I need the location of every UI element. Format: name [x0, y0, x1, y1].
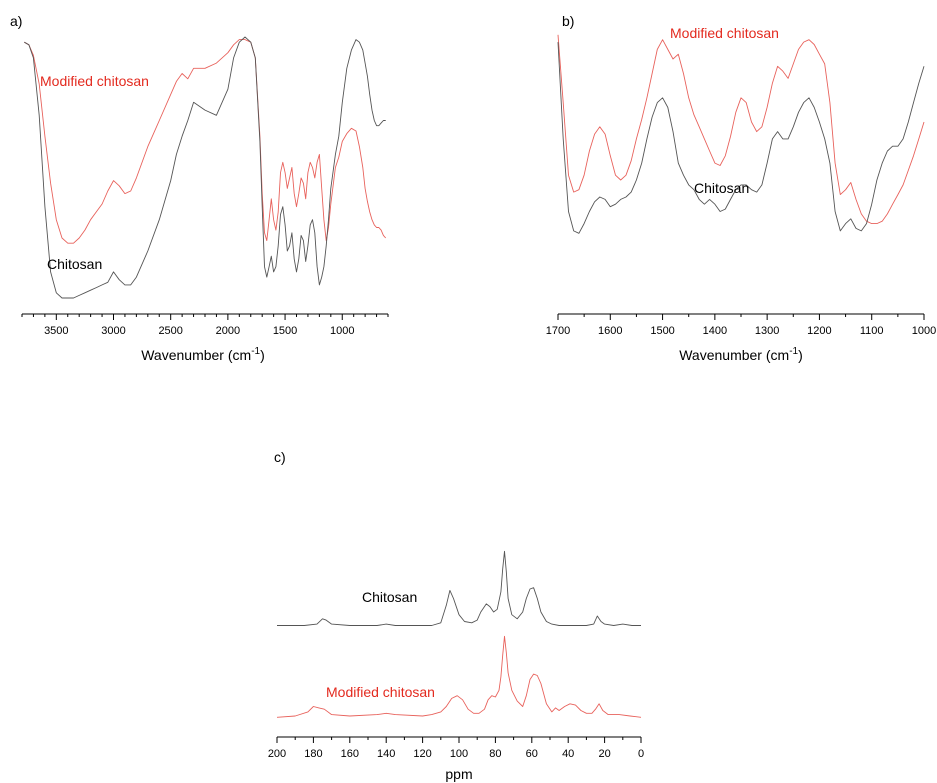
panel-a-x-ticks: 3500 3000 2500 2000 1500 1000	[21, 314, 389, 337]
panel-a-tick-label: 2000	[216, 325, 240, 337]
panel-b-tick-label: 1500	[650, 325, 674, 337]
panel-b-series-modified-chitosan	[557, 34, 925, 225]
panel-a-series-lines	[24, 36, 387, 299]
panel-b-tick-label: 1400	[703, 325, 727, 337]
panel-c-series-lines	[276, 550, 642, 718]
panel-c-tick-label: 20	[598, 748, 610, 760]
panel-c-legend-modified-chitosan: Modified chitosan	[326, 684, 435, 700]
panel-a-series-chitosan	[24, 36, 386, 299]
panel-b-x-axis-title: Wavenumber (cm-1)	[679, 346, 803, 363]
panel-a-legend-chitosan: Chitosan	[47, 256, 102, 272]
panel-a-x-axis-title: Wavenumber (cm-1)	[141, 346, 265, 363]
panel-c-tick-label: 120	[413, 748, 431, 760]
panel-b-tick-label: 1700	[546, 325, 570, 337]
panel-c-tick-label: 140	[377, 748, 395, 760]
panel-c-series-chitosan	[277, 550, 641, 626]
panel-c-tick-label: 60	[526, 748, 538, 760]
panel-b-label: b)	[562, 13, 574, 29]
panel-a-label: a)	[10, 13, 22, 29]
panel-c-tick-label: 180	[304, 748, 322, 760]
panel-c-x-axis-title: ppm	[445, 766, 472, 782]
panel-b-tick-label: 1300	[755, 325, 779, 337]
panel-b-x-ticks: 1700 1600 1500 1400 1300 1200 1100 1000	[546, 314, 936, 337]
panel-b-legend-chitosan: Chitosan	[694, 180, 749, 196]
panel-c-label: c)	[274, 449, 286, 465]
panel-a-tick-label: 1500	[273, 325, 297, 337]
panel-c-tick-label: 100	[450, 748, 468, 760]
panel-b: b) 1700 1600 1500 1400 1300 1200 1100 1000 Wave…	[546, 13, 936, 363]
panel-a-tick-label: 1000	[330, 325, 354, 337]
panel-a-series-modified-chitosan	[24, 39, 387, 244]
panel-c-tick-label: 0	[638, 748, 644, 760]
panel-c-legend-chitosan: Chitosan	[362, 589, 417, 605]
panel-b-tick-label: 1600	[598, 325, 622, 337]
panel-a: a) 3500 3000 2500 2000 1500 1000 Wavenumber (…	[10, 13, 389, 363]
panel-b-legend-modified-chitosan: Modified chitosan	[670, 25, 779, 41]
panel-c-tick-label: 80	[489, 748, 501, 760]
panel-b-tick-label: 1100	[860, 325, 884, 337]
panel-c-series-modified-chitosan	[276, 635, 642, 718]
panel-b-series-lines	[557, 34, 925, 234]
panel-c-tick-label: 160	[341, 748, 359, 760]
panel-a-tick-label: 3500	[44, 325, 68, 337]
panel-c-x-ticks: 200 180 160 140 120 100 80 60 40 20 0	[268, 737, 644, 760]
panel-a-tick-label: 3000	[101, 325, 125, 337]
panel-a-tick-label: 2500	[158, 325, 182, 337]
panel-b-tick-label: 1200	[807, 325, 831, 337]
panel-b-series-chitosan	[557, 42, 925, 234]
panel-c: c) 200 180 160 140 120 100 80 60 40 20 0 ppm Chito…	[268, 449, 644, 782]
panel-a-legend-modified-chitosan: Modified chitosan	[40, 73, 149, 89]
panel-c-tick-label: 40	[562, 748, 574, 760]
panel-c-tick-label: 200	[268, 748, 286, 760]
panel-b-tick-label: 1000	[912, 325, 936, 337]
